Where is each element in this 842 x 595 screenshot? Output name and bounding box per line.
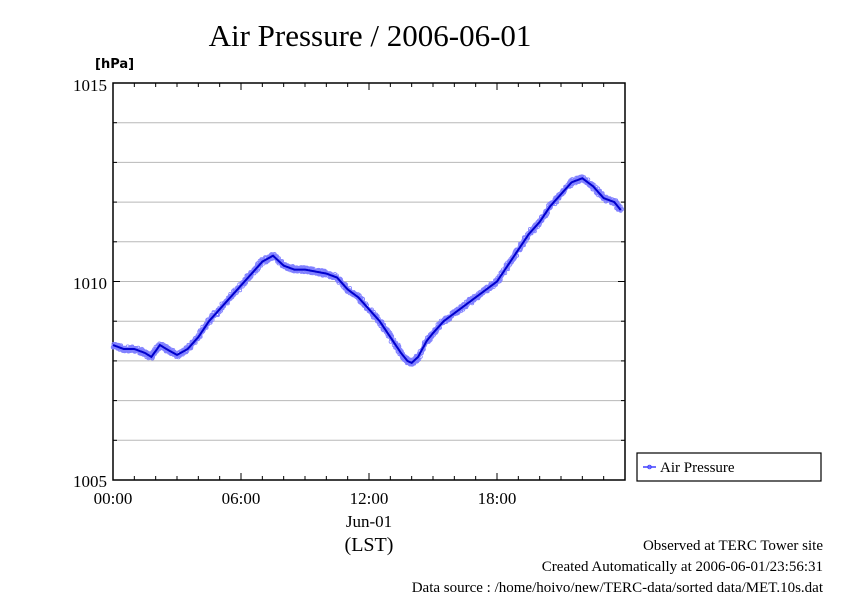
data-point [211, 310, 216, 315]
data-point [343, 284, 348, 289]
y-tick-label-1010: 1010 [73, 274, 107, 293]
x-tick-label-1800: 18:00 [478, 489, 517, 508]
legend-marker-swatch [647, 464, 652, 470]
footer-created: Created Automatically at 2006-06-01/23:5… [542, 559, 823, 575]
grid-lines [113, 122, 625, 441]
x-axis-ticks [112, 83, 626, 480]
footer-observed-at: Observed at TERC Tower site [643, 538, 823, 554]
x-tick-label-0600: 06:00 [222, 489, 261, 508]
chart-title: Air Pressure / 2006-06-01 [209, 18, 532, 53]
legend-box [636, 452, 822, 482]
legend-entry-air-pressure: Air Pressure [660, 460, 735, 476]
footer-data-source: Data source : /home/hoivo/new/TERC-data/… [412, 580, 824, 595]
y-unit-label: [hPa] [95, 57, 134, 72]
air-pressure-markers [110, 174, 625, 367]
data-point [591, 185, 596, 190]
x-tick-label-1200: 12:00 [350, 489, 389, 508]
y-tick-label-1015: 1015 [73, 76, 107, 95]
x-axis-label: (LST) [345, 534, 394, 556]
legend: Air Pressure [636, 452, 822, 482]
y-axis-ticks [113, 82, 625, 481]
x-tick-label-0000: 00:00 [94, 489, 133, 508]
y-tick-label-1005: 1005 [73, 472, 107, 491]
x-date-label: Jun-01 [346, 512, 392, 531]
air-pressure-line [112, 177, 622, 365]
